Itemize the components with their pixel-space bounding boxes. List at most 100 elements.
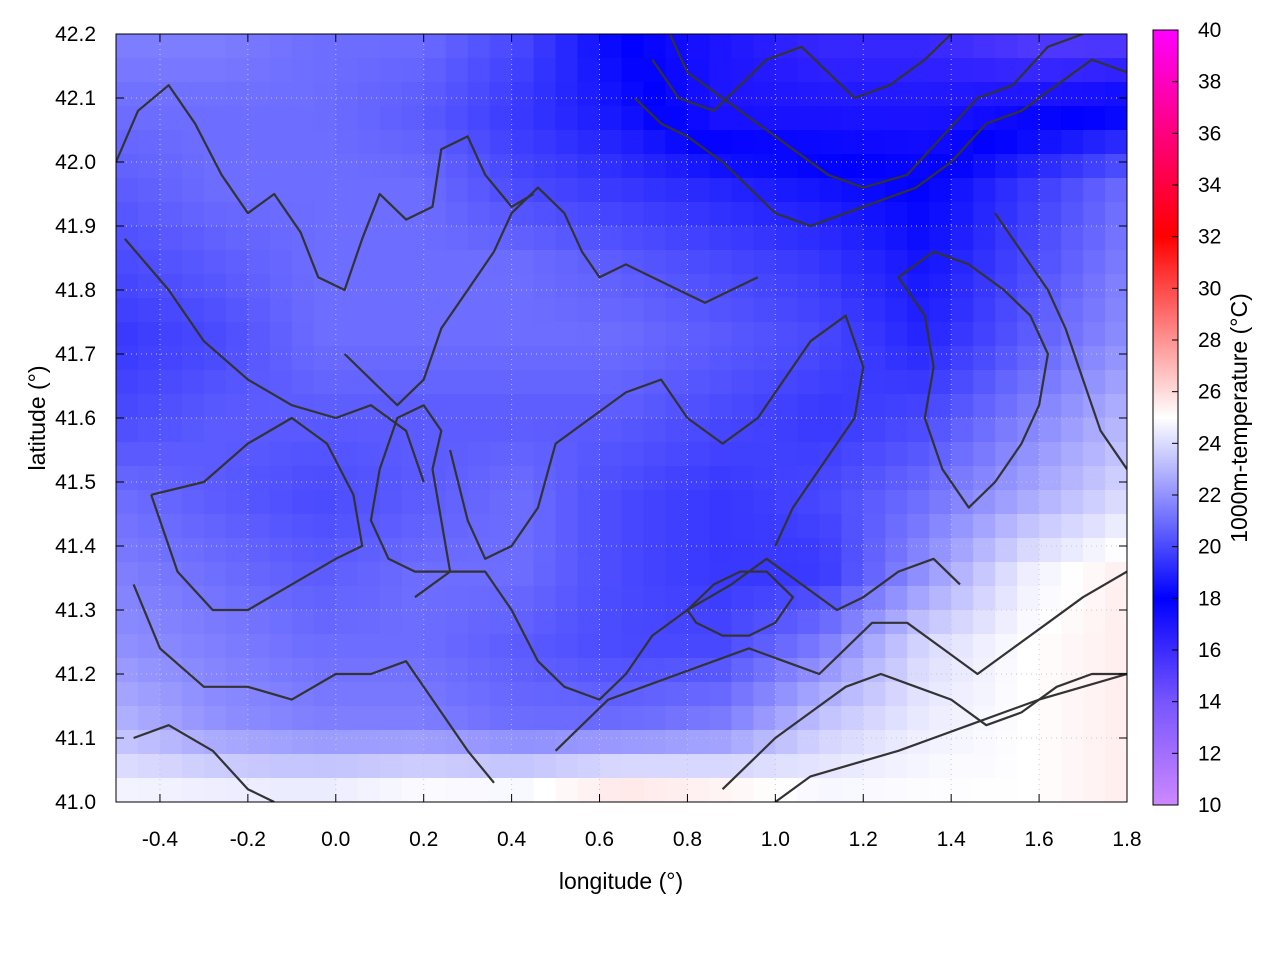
heatmap-cell bbox=[709, 178, 732, 203]
heatmap-cell bbox=[379, 394, 403, 419]
heatmap-cell bbox=[489, 82, 513, 107]
heatmap-cell bbox=[445, 634, 469, 659]
heatmap-cell bbox=[929, 466, 952, 491]
heatmap-cell bbox=[973, 322, 996, 347]
heatmap-cell bbox=[731, 682, 754, 707]
heatmap-cell bbox=[137, 154, 161, 179]
heatmap-cell bbox=[995, 58, 1018, 83]
heatmap-cell bbox=[621, 610, 645, 635]
contour-line bbox=[132, 583, 495, 784]
x-tick-label: -0.2 bbox=[230, 828, 266, 851]
colorbar-tick-label: 38 bbox=[1198, 71, 1221, 94]
heatmap-cell bbox=[1105, 514, 1127, 539]
heatmap-cell bbox=[555, 202, 579, 227]
heatmap-cell bbox=[577, 226, 601, 251]
heatmap-cell bbox=[116, 730, 139, 755]
heatmap-cell bbox=[665, 682, 689, 707]
contour-line bbox=[633, 58, 1127, 228]
heatmap-cell bbox=[379, 34, 403, 59]
heatmap-cell bbox=[775, 514, 798, 539]
heatmap-cell bbox=[1039, 658, 1062, 683]
colorbar bbox=[1152, 29, 1179, 806]
heatmap-cell bbox=[401, 514, 425, 539]
heatmap-cell bbox=[665, 346, 689, 371]
heatmap-cell bbox=[863, 634, 886, 659]
x-tick-label: -0.4 bbox=[142, 828, 179, 851]
heatmap-cell bbox=[1083, 202, 1106, 227]
heatmap-cell bbox=[291, 58, 315, 83]
heatmap-cell bbox=[1061, 82, 1084, 107]
heatmap-cell bbox=[533, 202, 557, 227]
heatmap-cell bbox=[863, 562, 886, 587]
heatmap-cell bbox=[687, 250, 711, 275]
heatmap-cell bbox=[1105, 490, 1127, 515]
heatmap-cell bbox=[401, 490, 425, 515]
heatmap-cell bbox=[643, 754, 667, 779]
heatmap-cell bbox=[313, 178, 337, 203]
heatmap-cell bbox=[467, 490, 491, 515]
heatmap-cell bbox=[1039, 394, 1062, 419]
heatmap-cell bbox=[137, 562, 161, 587]
heatmap-cell bbox=[533, 682, 557, 707]
heatmap-cell bbox=[599, 490, 623, 515]
heatmap-cell bbox=[511, 322, 535, 347]
heatmap-cell bbox=[1017, 370, 1040, 395]
heatmap-cell bbox=[665, 562, 689, 587]
heatmap-cell bbox=[731, 754, 754, 779]
heatmap-cell bbox=[1061, 706, 1084, 731]
heatmap-cell bbox=[907, 586, 930, 611]
heatmap-cell bbox=[511, 538, 535, 563]
heatmap-cell bbox=[973, 154, 996, 179]
heatmap-cell bbox=[731, 82, 754, 107]
heatmap-cell bbox=[269, 658, 293, 683]
heatmap-cell bbox=[379, 154, 403, 179]
heatmap-cell bbox=[269, 226, 293, 251]
heatmap-cell bbox=[731, 346, 754, 371]
heatmap-cell bbox=[291, 442, 315, 467]
heatmap-cell bbox=[731, 298, 754, 323]
heatmap-cell bbox=[753, 154, 776, 179]
heatmap-cell bbox=[225, 706, 249, 731]
heatmap-cell bbox=[973, 346, 996, 371]
heatmap-cell bbox=[665, 34, 689, 59]
heatmap-cell bbox=[841, 682, 864, 707]
heatmap-cell bbox=[291, 490, 315, 515]
heatmap-cell bbox=[643, 178, 667, 203]
heatmap-cell bbox=[225, 514, 249, 539]
heatmap-cell bbox=[291, 634, 315, 659]
heatmap-cell bbox=[489, 202, 513, 227]
heatmap-cell bbox=[247, 82, 271, 107]
heatmap-cell bbox=[511, 490, 535, 515]
heatmap-cell bbox=[577, 82, 601, 107]
heatmap-cell bbox=[269, 514, 293, 539]
heatmap-cell bbox=[1083, 322, 1106, 347]
y-tick-label: 41.1 bbox=[55, 727, 96, 750]
heatmap-cell bbox=[357, 226, 381, 251]
heatmap-cell bbox=[423, 274, 447, 299]
heatmap-cell bbox=[159, 130, 183, 155]
heatmap-cell bbox=[357, 658, 381, 683]
heatmap-cell bbox=[269, 298, 293, 323]
heatmap-cell bbox=[1039, 106, 1062, 131]
heatmap-cell bbox=[797, 178, 820, 203]
heatmap-cell bbox=[819, 514, 842, 539]
heatmap-cell bbox=[116, 562, 139, 587]
heatmap-cell bbox=[203, 106, 227, 131]
heatmap-cell bbox=[203, 490, 227, 515]
heatmap-cell bbox=[159, 610, 183, 635]
heatmap-cell bbox=[291, 178, 315, 203]
heatmap-cell bbox=[731, 274, 754, 299]
heatmap-cell bbox=[753, 442, 776, 467]
heatmap-cell bbox=[247, 586, 271, 611]
heatmap-cell bbox=[116, 82, 139, 107]
heatmap-cell bbox=[665, 778, 689, 802]
heatmap-cell bbox=[973, 538, 996, 563]
heatmap-cell bbox=[1061, 778, 1084, 802]
heatmap-cell bbox=[665, 610, 689, 635]
heatmap-cell bbox=[1061, 514, 1084, 539]
heatmap-cell bbox=[929, 274, 952, 299]
heatmap-cell bbox=[181, 610, 205, 635]
heatmap-cell bbox=[181, 514, 205, 539]
heatmap-cell bbox=[203, 130, 227, 155]
heatmap-cell bbox=[225, 106, 249, 131]
